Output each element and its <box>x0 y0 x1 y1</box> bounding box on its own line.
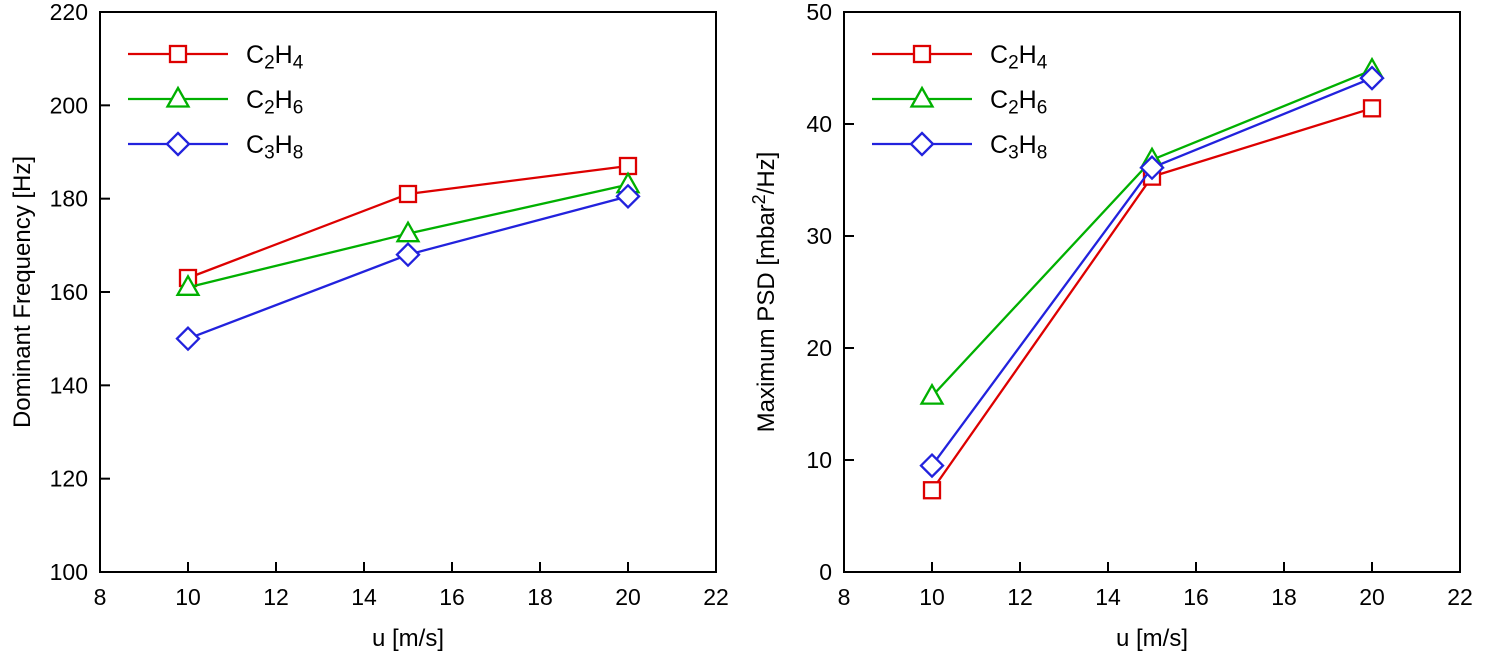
y-tick-label: 50 <box>806 0 832 25</box>
y-tick-label: 220 <box>50 0 88 25</box>
y-axis-label: Maximum PSD [mbar2/Hz] <box>749 152 780 433</box>
series-C3H8 <box>919 65 1385 479</box>
y-tick-label: 160 <box>50 279 88 305</box>
series-C3H8-marker <box>1139 155 1165 181</box>
left-chart-dominant-frequency: 8 10 12 14 16 18 20 22 100 120 140 160 180 200 220 u [m… <box>0 0 744 656</box>
series-C2H6-line <box>931 69 1373 397</box>
y-axis: 0 10 20 30 40 50 <box>806 0 854 585</box>
x-axis: 8 10 12 14 16 18 20 22 <box>838 562 1473 610</box>
series-C3H8-marker <box>1359 65 1385 91</box>
y-tick-label: 100 <box>50 559 88 585</box>
x-tick-label: 14 <box>351 584 377 610</box>
x-tick-label: 8 <box>838 584 851 610</box>
legend-label-C3H8: C3H8 <box>990 131 1047 164</box>
x-tick-label: 10 <box>175 584 201 610</box>
series-C3H8-marker <box>175 326 201 352</box>
legend-diamond-marker <box>909 131 935 157</box>
y-tick-label: 0 <box>819 559 832 585</box>
series-C3H8-marker <box>615 183 641 209</box>
y-tick-label: 180 <box>50 186 88 212</box>
x-tick-label: 18 <box>527 584 553 610</box>
right-chart-svg: 8 10 12 14 16 18 20 22 0 10 20 30 40 50 u [m/s] Maximum… <box>749 0 1473 652</box>
legend-label-C2H6: C2H6 <box>990 86 1047 119</box>
x-tick-label: 16 <box>439 584 465 610</box>
x-tick-label: 20 <box>1359 584 1385 610</box>
series-C2H6-marker <box>919 382 945 405</box>
legend-triangle-marker <box>909 85 935 108</box>
left-chart-svg: 8 10 12 14 16 18 20 22 100 120 140 160 180 200 220 u [m… <box>9 0 729 652</box>
y-tick-label: 20 <box>806 335 832 361</box>
x-axis-label: u [m/s] <box>1116 625 1188 652</box>
x-tick-label: 22 <box>1447 584 1473 610</box>
legend-label-C2H4: C2H4 <box>246 41 304 74</box>
y-axis-label: Dominant Frequency [Hz] <box>9 156 36 428</box>
x-tick-label: 14 <box>1095 584 1121 610</box>
y-tick-label: 30 <box>806 223 832 249</box>
plot-frame <box>843 11 1461 573</box>
y-tick-label: 40 <box>806 111 832 137</box>
legend-diamond-marker <box>165 131 191 157</box>
legend: C2H4 C2H6 C3H8 <box>128 41 304 164</box>
y-tick-label: 140 <box>50 372 88 398</box>
series-C3H8-marker <box>395 242 421 268</box>
x-tick-label: 22 <box>703 584 729 610</box>
series-C2H4-marker <box>922 481 942 500</box>
series-C2H4-marker <box>1362 99 1382 118</box>
y-axis: 100 120 140 160 180 200 220 <box>50 0 110 585</box>
legend-label-C2H6: C2H6 <box>246 86 303 119</box>
x-tick-label: 12 <box>1007 584 1033 610</box>
legend-label-C3H8: C3H8 <box>246 131 303 164</box>
x-tick-label: 18 <box>1271 584 1297 610</box>
legend-square-marker <box>168 44 188 64</box>
x-tick-label: 10 <box>919 584 945 610</box>
series-C2H4-marker <box>398 184 418 204</box>
x-tick-label: 20 <box>615 584 641 610</box>
series-C3H8-line <box>187 195 629 340</box>
y-tick-label: 200 <box>50 92 88 118</box>
legend-square-marker <box>912 44 932 64</box>
x-axis-label: u [m/s] <box>372 625 444 652</box>
x-tick-label: 8 <box>94 584 107 610</box>
series-C3H8-marker <box>919 452 945 479</box>
series-C2H6-marker <box>175 274 201 296</box>
series-C2H4 <box>178 156 638 288</box>
x-tick-label: 12 <box>263 584 289 610</box>
series-C3H8 <box>175 183 641 352</box>
right-chart-maximum-psd: 8 10 12 14 16 18 20 22 0 10 20 30 40 50 u [m/s] Maximum… <box>744 0 1488 656</box>
legend-triangle-marker <box>165 85 191 108</box>
series-C2H6-marker <box>395 220 421 243</box>
legend-label-C2H4: C2H4 <box>990 41 1048 74</box>
x-tick-label: 16 <box>1183 584 1209 610</box>
y-tick-label: 10 <box>806 447 832 473</box>
y-tick-label: 120 <box>50 466 88 492</box>
x-axis: 8 10 12 14 16 18 20 22 <box>94 562 729 610</box>
legend: C2H4 C2H6 C3H8 <box>872 41 1048 164</box>
